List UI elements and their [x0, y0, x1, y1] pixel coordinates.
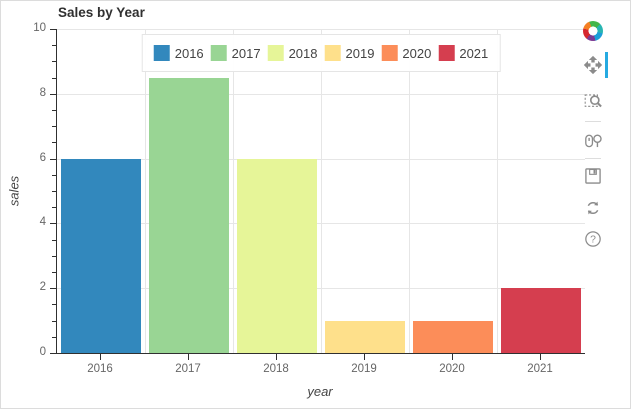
gridline-x-1: [145, 29, 146, 353]
x-major-tick-2019: [364, 354, 365, 360]
bokeh-logo-icon[interactable]: [583, 21, 603, 41]
bar-2021: [501, 288, 581, 353]
gridline-x-4: [409, 29, 410, 353]
x-major-tick-2016: [100, 354, 101, 360]
y-minor-tick: [52, 110, 56, 111]
y-minor-tick: [52, 126, 56, 127]
pan-tool-button[interactable]: [581, 52, 608, 78]
legend-label: 2018: [288, 45, 318, 61]
legend-item-2020: 2020: [381, 45, 431, 61]
save-tool-button[interactable]: [581, 164, 605, 188]
toolbar-separator: [585, 121, 601, 122]
reset-tool-button[interactable]: [581, 196, 605, 220]
y-tick-label-10: 10: [33, 22, 46, 34]
x-tick-label-2017: 2017: [175, 363, 201, 375]
y-major-tick-8: [50, 94, 56, 95]
legend-swatch-2016: [153, 45, 170, 61]
plot-area: 2016 2017 2018 2019 2020 2021: [56, 29, 585, 354]
legend: 2016 2017 2018 2019 2020 2021: [141, 34, 501, 72]
legend-item-2018: 2018: [267, 45, 318, 61]
x-major-tick-2017: [188, 354, 189, 360]
y-tick-label-2: 2: [39, 281, 46, 293]
y-tick-label-8: 8: [39, 87, 46, 99]
gridline-x-5: [497, 29, 498, 353]
save-icon: [585, 168, 601, 184]
legend-label: 2021: [459, 45, 489, 61]
gridline-x-3: [321, 29, 322, 353]
y-minor-tick: [52, 207, 56, 208]
x-major-tick-2021: [540, 354, 541, 360]
x-tick-label-2019: 2019: [351, 363, 377, 375]
legend-item-2016: 2016: [153, 45, 204, 61]
legend-item-2019: 2019: [324, 45, 375, 61]
wheel-zoom-tool-button[interactable]: [581, 128, 605, 152]
bar-2017: [149, 77, 229, 353]
legend-label: 2016: [174, 45, 204, 61]
legend-item-2017: 2017: [210, 45, 261, 61]
x-tick-label-2016: 2016: [87, 363, 113, 375]
y-minor-tick: [52, 304, 56, 305]
y-minor-tick: [52, 337, 56, 338]
toolbar: ?: [580, 1, 610, 408]
x-tick-label-2021: 2021: [527, 363, 553, 375]
box-zoom-tool-button[interactable]: [581, 89, 605, 113]
x-tick-label-2018: 2018: [263, 363, 289, 375]
legend-label: 2017: [231, 45, 261, 61]
chart-title: Sales by Year: [58, 5, 145, 20]
y-minor-tick: [52, 191, 56, 192]
y-minor-tick: [52, 175, 56, 176]
help-icon: ?: [585, 231, 601, 247]
x-tick-label-2020: 2020: [439, 363, 465, 375]
y-tick-label-4: 4: [39, 216, 46, 228]
x-major-tick-2020: [452, 354, 453, 360]
y-axis-label: sales: [6, 175, 22, 207]
legend-swatch-2019: [324, 45, 341, 61]
x-axis-label: year: [307, 384, 333, 399]
y-tick-label-0: 0: [39, 346, 46, 358]
y-minor-tick: [52, 142, 56, 143]
wheel-zoom-icon: [584, 133, 602, 147]
move-icon: [583, 55, 603, 75]
y-minor-tick: [52, 45, 56, 46]
legend-swatch-2017: [210, 45, 227, 61]
y-minor-tick: [52, 256, 56, 257]
y-minor-tick: [52, 61, 56, 62]
bar-2018: [237, 158, 317, 353]
y-major-tick-10: [50, 29, 56, 30]
svg-text:?: ?: [590, 235, 596, 246]
legend-swatch-2018: [267, 45, 284, 61]
y-tick-label-6: 6: [39, 152, 46, 164]
legend-swatch-2020: [381, 45, 398, 61]
toolbar-separator: [585, 158, 601, 159]
bar-2020: [413, 320, 493, 353]
legend-swatch-2021: [438, 45, 455, 61]
y-minor-tick: [52, 321, 56, 322]
y-minor-tick: [52, 272, 56, 273]
gridline-x-2: [233, 29, 234, 353]
legend-item-2021: 2021: [438, 45, 488, 61]
y-minor-tick: [52, 78, 56, 79]
help-tool-button[interactable]: ?: [581, 227, 605, 251]
bar-2016: [61, 158, 141, 353]
legend-label: 2019: [345, 45, 375, 61]
x-major-tick-2018: [276, 354, 277, 360]
y-major-tick-2: [50, 288, 56, 289]
y-major-tick-4: [50, 223, 56, 224]
y-major-tick-6: [50, 159, 56, 160]
y-major-tick-0: [50, 353, 56, 354]
legend-label: 2020: [402, 45, 432, 61]
reset-icon: [587, 201, 599, 215]
bar-2019: [325, 320, 405, 353]
y-minor-tick: [52, 240, 56, 241]
box-zoom-icon: [584, 93, 602, 107]
